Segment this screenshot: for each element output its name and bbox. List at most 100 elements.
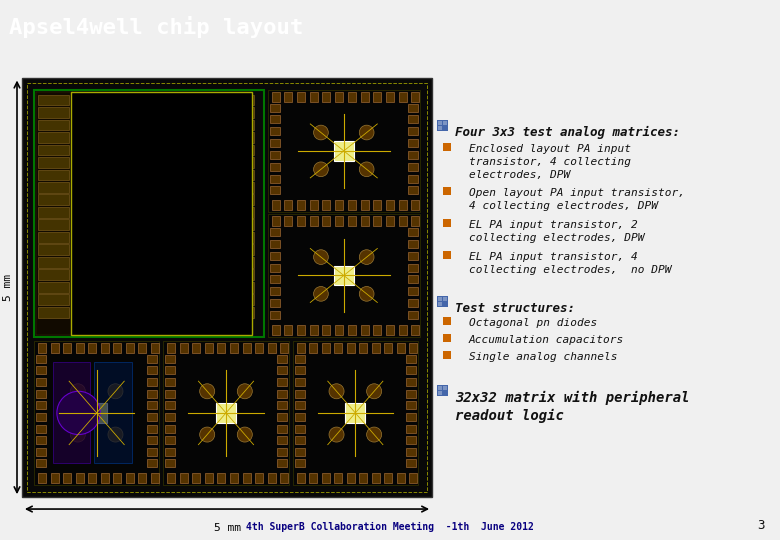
Bar bbox=[270, 104, 279, 112]
Bar bbox=[410, 473, 417, 483]
Bar bbox=[205, 343, 213, 353]
Bar bbox=[406, 413, 416, 421]
Bar bbox=[243, 343, 250, 353]
Bar bbox=[101, 473, 108, 483]
Bar bbox=[277, 378, 287, 386]
Bar bbox=[181, 96, 183, 220]
Bar bbox=[147, 390, 158, 397]
Bar bbox=[63, 343, 71, 353]
Bar bbox=[268, 343, 275, 353]
Bar bbox=[81, 232, 122, 255]
Bar bbox=[270, 186, 279, 194]
Bar bbox=[408, 163, 418, 171]
Bar bbox=[36, 378, 46, 386]
Bar bbox=[38, 207, 69, 218]
Bar bbox=[196, 96, 197, 220]
Bar bbox=[246, 245, 254, 255]
Bar bbox=[118, 96, 119, 220]
Bar bbox=[80, 96, 82, 220]
Bar bbox=[397, 343, 405, 353]
Bar bbox=[373, 200, 381, 210]
Circle shape bbox=[360, 287, 374, 301]
Text: 4th SuperB Collaboration Meeting  -1th  June 2012: 4th SuperB Collaboration Meeting -1th Ju… bbox=[246, 522, 534, 532]
Bar bbox=[309, 473, 317, 483]
Bar bbox=[270, 228, 279, 236]
Bar bbox=[438, 298, 442, 301]
Bar bbox=[277, 460, 287, 468]
Bar bbox=[38, 119, 69, 130]
Bar bbox=[36, 448, 46, 456]
Bar bbox=[190, 96, 191, 220]
Bar bbox=[411, 216, 420, 226]
Bar bbox=[347, 473, 355, 483]
Text: 32x32 matrix with peripheral: 32x32 matrix with peripheral bbox=[455, 391, 690, 406]
Text: 5 mm: 5 mm bbox=[214, 523, 240, 533]
Text: EL PA input transistor, 2: EL PA input transistor, 2 bbox=[469, 220, 638, 231]
Bar bbox=[322, 200, 331, 210]
Bar bbox=[172, 96, 174, 220]
Bar bbox=[77, 96, 79, 220]
Bar bbox=[280, 473, 288, 483]
Bar bbox=[135, 96, 136, 220]
Bar bbox=[135, 294, 176, 317]
Bar bbox=[246, 307, 254, 318]
Bar bbox=[36, 92, 73, 335]
Bar bbox=[193, 343, 200, 353]
Bar bbox=[408, 139, 418, 147]
Bar bbox=[246, 282, 254, 293]
Bar bbox=[112, 96, 114, 220]
Bar bbox=[373, 325, 381, 335]
Bar bbox=[386, 325, 394, 335]
Bar bbox=[38, 182, 69, 193]
Bar bbox=[443, 120, 447, 125]
Bar bbox=[106, 96, 108, 220]
Bar bbox=[38, 307, 69, 318]
Bar bbox=[147, 96, 148, 220]
Bar bbox=[296, 343, 305, 353]
Bar bbox=[98, 96, 99, 220]
Text: EL PA input transistor, 4: EL PA input transistor, 4 bbox=[469, 252, 638, 262]
Bar bbox=[34, 90, 264, 337]
Bar bbox=[38, 157, 69, 168]
Bar bbox=[218, 343, 225, 353]
Bar bbox=[246, 257, 254, 268]
Bar bbox=[346, 403, 365, 423]
Bar bbox=[83, 96, 85, 220]
Bar bbox=[76, 473, 83, 483]
Bar bbox=[147, 460, 158, 468]
Bar bbox=[438, 126, 442, 130]
Bar bbox=[284, 92, 292, 102]
Text: readout logic: readout logic bbox=[455, 409, 564, 423]
Bar bbox=[246, 107, 254, 118]
Bar bbox=[360, 473, 367, 483]
Bar bbox=[406, 460, 416, 468]
Bar bbox=[165, 378, 176, 386]
Bar bbox=[385, 473, 392, 483]
Bar bbox=[271, 216, 279, 226]
Bar bbox=[334, 141, 353, 161]
Bar bbox=[268, 90, 420, 212]
Bar bbox=[126, 96, 128, 220]
Bar bbox=[386, 92, 394, 102]
Text: Accumulation capacitors: Accumulation capacitors bbox=[469, 335, 624, 345]
Circle shape bbox=[360, 162, 374, 177]
Bar bbox=[51, 473, 58, 483]
Bar bbox=[140, 96, 143, 220]
Bar bbox=[437, 385, 448, 396]
Bar bbox=[169, 96, 172, 220]
Bar bbox=[81, 294, 122, 317]
Bar bbox=[147, 424, 158, 433]
Bar bbox=[38, 282, 69, 293]
Bar bbox=[246, 94, 254, 105]
Bar bbox=[255, 343, 263, 353]
Bar bbox=[198, 96, 200, 220]
Bar bbox=[271, 325, 279, 335]
Bar bbox=[190, 294, 230, 317]
Bar bbox=[386, 216, 394, 226]
Bar bbox=[408, 275, 418, 284]
Bar bbox=[295, 378, 305, 386]
Bar bbox=[437, 296, 448, 307]
Bar bbox=[270, 264, 279, 272]
Bar bbox=[360, 325, 368, 335]
Bar bbox=[113, 343, 121, 353]
